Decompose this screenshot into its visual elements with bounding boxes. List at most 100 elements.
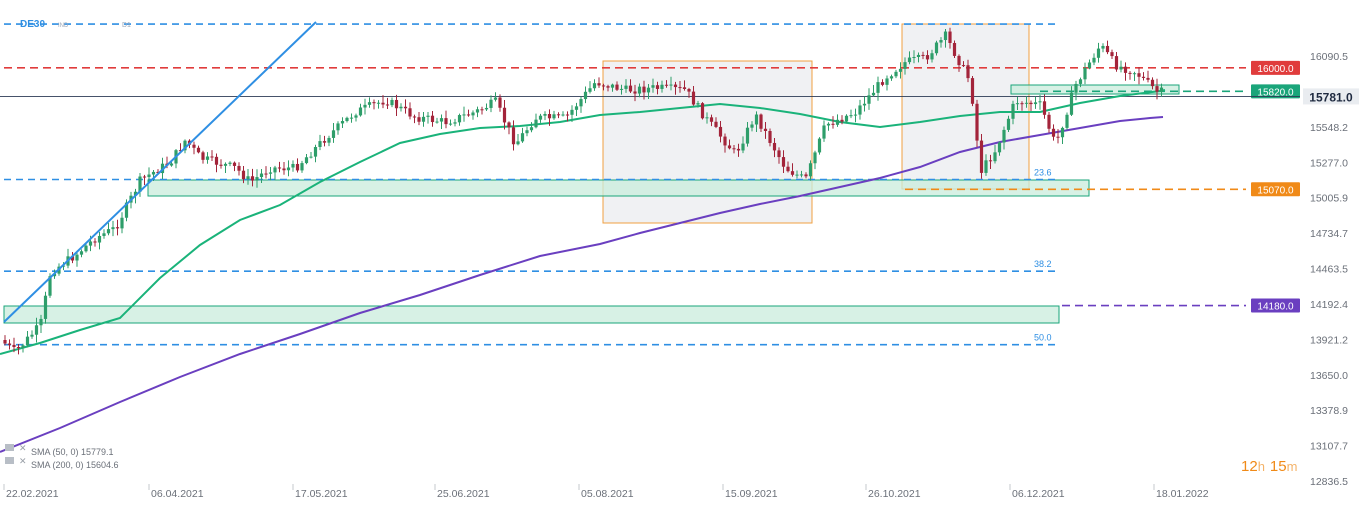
candle-bear <box>759 114 763 129</box>
candle-bull <box>930 53 934 60</box>
candle-bear <box>93 241 97 243</box>
candle-bear <box>282 168 286 171</box>
fibonacci-label: 38.2 <box>1034 259 1052 269</box>
candle-bull <box>426 115 430 117</box>
candle-bull <box>43 295 48 319</box>
sma-layer <box>0 89 1166 453</box>
candle-bull <box>489 99 493 108</box>
candle-bear <box>385 104 390 106</box>
candle-bull <box>534 119 538 128</box>
candle-bear <box>772 142 777 151</box>
candle-bull <box>169 163 174 166</box>
candle-bear <box>372 102 376 104</box>
candle-bull <box>592 83 597 89</box>
candle-bear <box>655 85 660 89</box>
candle-countdown: 12h 15m <box>1241 458 1297 475</box>
candle-bull <box>84 245 88 252</box>
candle-bull <box>151 171 156 175</box>
indicator-sma200[interactable]: ✕ SMA (200, 0) 15604.6 <box>5 456 119 470</box>
candle-bear <box>678 87 682 89</box>
candle-bull <box>885 78 889 85</box>
indicator-settings-icon[interactable] <box>5 457 14 464</box>
candle-bull <box>529 127 534 131</box>
candle-bull <box>493 97 498 100</box>
candle-bull <box>898 68 903 72</box>
candle-bear <box>16 347 21 349</box>
candle-bull <box>52 273 57 277</box>
candle-bull <box>147 174 151 178</box>
candle-bear <box>381 102 385 105</box>
candle-bull <box>318 141 322 148</box>
candle-bear <box>709 117 714 122</box>
candle-bull <box>102 233 106 236</box>
candle-bear <box>417 117 421 122</box>
candle-bull <box>30 334 34 337</box>
candle-bull <box>516 141 520 145</box>
candle-bear <box>642 86 646 93</box>
candle-bull <box>304 157 309 164</box>
candle-bull <box>826 123 831 126</box>
candle-bull <box>943 31 948 41</box>
candle-bull <box>358 107 363 116</box>
candle-bull <box>912 57 916 59</box>
candle-bear <box>1047 114 1051 129</box>
candle-bull <box>471 112 475 116</box>
candle-bear <box>241 170 246 180</box>
candle-bull <box>997 142 1002 153</box>
sma50-label: SMA (50, 0) 15779.1 <box>31 447 114 457</box>
candle-bear <box>664 84 669 86</box>
sma50-line <box>0 89 1166 355</box>
candle-bear <box>498 97 502 108</box>
candle-bear <box>156 171 160 174</box>
candle-bull <box>111 227 115 230</box>
candle-bull <box>345 117 349 122</box>
y-tick-label: 15277.0 <box>1310 157 1348 169</box>
close-icon[interactable]: ✕ <box>19 443 27 453</box>
x-tick-label: 17.05.2021 <box>295 488 348 500</box>
candle-bear <box>961 65 966 67</box>
candle-bull <box>97 235 102 243</box>
candle-bear <box>948 31 952 43</box>
candle-bear <box>606 86 610 88</box>
current-price-value: 15781.0 <box>1309 90 1353 104</box>
candle-bull <box>1015 103 1020 105</box>
candle-bull <box>993 152 997 162</box>
candle-bear <box>970 78 975 104</box>
candle-bull <box>813 152 817 164</box>
candle-bull <box>21 345 25 348</box>
candle-bull <box>858 105 862 115</box>
candle-bull <box>1038 101 1042 103</box>
candle-bull <box>484 107 489 110</box>
candle-bull <box>669 84 673 86</box>
candle-bull <box>309 156 313 158</box>
candle-bull <box>624 85 628 89</box>
candle-bull <box>916 54 921 58</box>
y-tick-label: 14463.5 <box>1310 264 1348 276</box>
x-tick-label: 15.09.2021 <box>725 488 778 500</box>
candle-bull <box>183 140 187 151</box>
candle-bull <box>367 102 372 105</box>
candle-bull <box>579 99 583 107</box>
candle-bear <box>1150 79 1155 87</box>
candle-bull <box>462 114 466 116</box>
candle-bear <box>1123 66 1128 73</box>
candle-bull <box>862 103 867 106</box>
candle-bull <box>34 325 39 335</box>
candle-bear <box>781 157 786 167</box>
indicator-sma50[interactable]: ✕ SMA (50, 0) 15779.1 <box>5 443 114 457</box>
candle-bull <box>1078 79 1083 84</box>
candle-bull <box>79 251 84 255</box>
price-level-tag <box>1251 84 1300 99</box>
candle-bear <box>921 54 925 56</box>
candle-bull <box>1074 83 1078 93</box>
candle-bull <box>705 117 709 119</box>
candle-bear <box>1114 56 1119 70</box>
candle-bear <box>12 344 16 348</box>
close-icon[interactable]: ✕ <box>19 456 27 466</box>
candle-bull <box>106 229 111 234</box>
candle-bull <box>907 57 912 63</box>
candle-bear <box>412 116 417 118</box>
candle-bear <box>201 152 205 160</box>
indicator-settings-icon[interactable] <box>5 444 14 451</box>
